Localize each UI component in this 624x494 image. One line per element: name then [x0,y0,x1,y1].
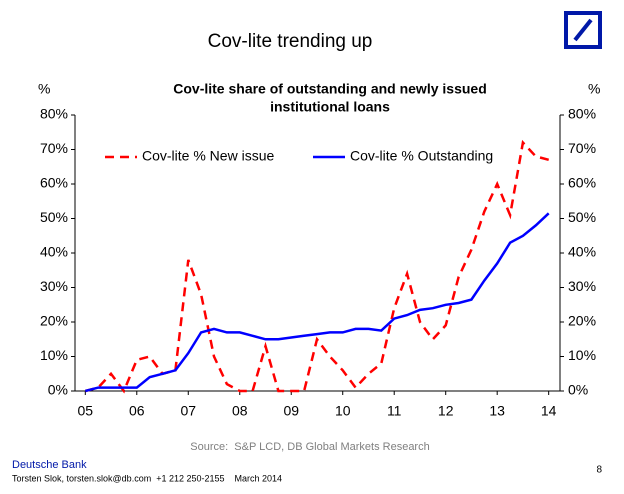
slide-title: Cov-lite trending up [208,31,373,52]
y-tick-label: 40% [40,244,68,260]
footer-contact: Torsten Slok, torsten.slok@db.com +1 212… [12,473,282,483]
y2-tick-label: 50% [568,209,596,225]
y2-axis-label: % [588,81,600,97]
legend-label: Cov-lite % Outstanding [350,148,493,164]
y-tick-label: 80% [40,106,68,122]
y2-tick-label: 60% [568,175,596,191]
x-tick-label: 08 [232,403,248,419]
y2-tick-label: 0% [568,382,588,398]
x-tick-label: 09 [283,403,299,419]
series-line [84,212,550,393]
y-tick-label: 50% [40,209,68,225]
series-line [84,139,550,394]
footer-org: Deutsche Bank [12,459,87,471]
source: Source: S&P LCD, DB Global Markets Resea… [190,441,429,453]
chart-title: Cov-lite share of outstanding and newly … [173,81,487,97]
y2-tick-label: 30% [568,278,596,294]
x-tick-label: 06 [129,403,145,419]
y2-tick-label: 70% [568,140,596,156]
y-axis-label: % [38,81,50,97]
page-number: 8 [596,465,602,476]
x-tick-label: 05 [78,403,94,419]
y-tick-label: 20% [40,313,68,329]
legend-label: Cov-lite % New issue [142,148,274,164]
y2-tick-label: 40% [568,244,596,260]
y2-tick-label: 10% [568,347,596,363]
x-tick-label: 13 [489,403,505,419]
y-tick-label: 70% [40,140,68,156]
y-tick-label: 10% [40,347,68,363]
y-tick-label: 60% [40,175,68,191]
x-tick-label: 07 [180,403,196,419]
logo [564,11,602,49]
y2-tick-label: 80% [568,106,596,122]
chart-title: institutional loans [270,99,390,115]
x-tick-label: 10 [335,403,351,419]
y-tick-label: 30% [40,278,68,294]
x-tick-label: 14 [541,403,557,419]
x-tick-label: 11 [387,403,402,419]
y2-tick-label: 20% [568,313,596,329]
y-tick-label: 0% [48,382,68,398]
x-tick-label: 12 [438,403,454,419]
